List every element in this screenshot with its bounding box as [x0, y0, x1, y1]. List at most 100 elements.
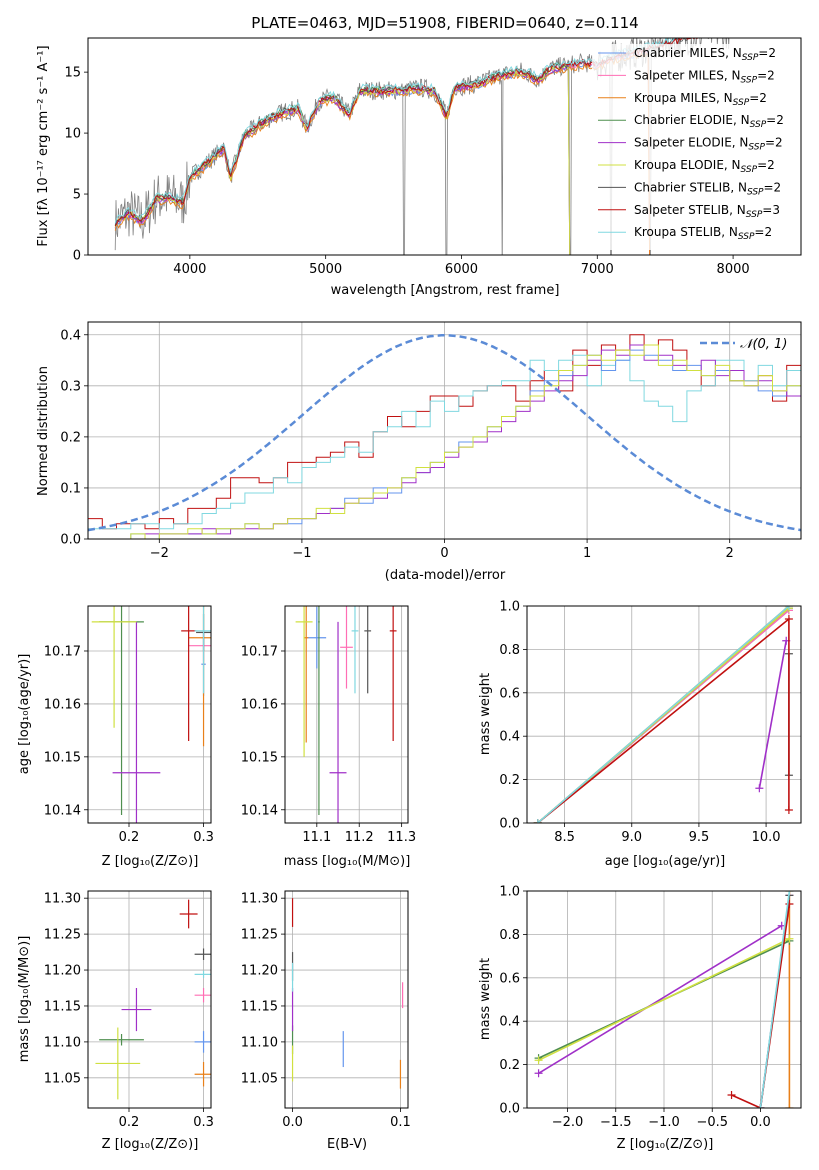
y-tick-label: 1.0: [499, 885, 520, 900]
p-agez-frame: [87, 605, 212, 824]
age-z-ylabel: age [log₁₀(age/yr)]: [17, 654, 32, 775]
x-tick-label: 5000: [309, 262, 342, 277]
y-tick-label: 10.17: [44, 644, 81, 659]
y-tick-label: 11.10: [44, 1035, 81, 1050]
x-tick-label: 8.5: [554, 830, 575, 845]
y-tick-label: 11.15: [44, 999, 81, 1014]
y-tick-label: 10.16: [241, 697, 278, 712]
p-res-grid: [88, 322, 801, 540]
legend-label-kroupa-elodie: Kroupa ELODIE, NSSP=2: [634, 158, 775, 175]
x-tick-label: −1.0: [648, 1115, 680, 1130]
mass-z-xlabel: Z [log₁₀(Z/Z⊙)]: [102, 1137, 199, 1152]
p-ebv-plot: [291, 898, 404, 1089]
y-tick-label: 0.3: [60, 379, 81, 394]
x-tick-label: 4000: [173, 262, 206, 277]
y-tick-label: 11.30: [241, 892, 278, 907]
mass-z-ylabel: mass [log₁₀(M/M⊙)]: [17, 936, 32, 1063]
weight-marker-kroupa-stelib: [533, 819, 542, 823]
age-mass-xlabel: mass [log₁₀(M/M⊙)]: [284, 854, 411, 869]
x-tick-label: 0.0: [750, 1115, 771, 1130]
y-tick-label: 0.4: [499, 730, 520, 745]
p-agez-plot: [91, 606, 211, 823]
hist-salpeter-elodie: [88, 344, 801, 539]
weight-marker-kroupa-miles: [785, 1104, 794, 1108]
y-tick-label: 11.20: [241, 964, 278, 979]
x-tick-label: 1: [583, 546, 591, 561]
weight-marker-salpeter-stelib: [727, 1090, 736, 1099]
x-tick-label: −0.5: [696, 1115, 728, 1130]
y-tick-label: 1.0: [499, 600, 520, 615]
legend-label-kroupa-stelib: Kroupa STELIB, NSSP=2: [634, 225, 772, 242]
y-tick-label: 0.6: [499, 686, 520, 701]
weight-marker-salpeter-stelib: [784, 615, 793, 624]
legend-label-salpeter-elodie: Salpeter ELODIE, NSSP=2: [634, 136, 783, 153]
legend-label-chabrier-elodie: Chabrier ELODIE, NSSP=2: [634, 113, 784, 130]
age-mass-panel: 11.1 11.2 11.3 10.14 10.15 10.16 10.17: [241, 605, 416, 845]
y-tick-label: 10.17: [241, 644, 278, 659]
y-tick-label: 0.0: [499, 817, 520, 832]
x-tick-label: 8000: [717, 262, 750, 277]
residual-ylabel: Normed distribution: [36, 366, 51, 496]
p-massz-plot: [95, 899, 211, 1100]
weight-marker-salpeter-stelib: [784, 805, 793, 814]
y-tick-label: 0.2: [499, 773, 520, 788]
y-tick-label: 0.1: [60, 481, 81, 496]
y-tick-label: 10.14: [241, 803, 278, 818]
p-massz-grid: [88, 891, 211, 1108]
legend-label-chabrier-miles: Chabrier MILES, NSSP=2: [634, 46, 776, 63]
y-tick-label: 5: [73, 188, 81, 203]
x-tick-label: 0.0: [282, 1115, 303, 1130]
x-tick-label: 0: [440, 546, 448, 561]
weight-marker-salpeter-elodie: [755, 784, 764, 793]
legend-label-salpeter-stelib: Salpeter STELIB, NSSP=3: [634, 203, 780, 220]
weight-marker-kroupa-stelib: [784, 606, 793, 610]
hist-kroupa-elodie: [88, 344, 801, 539]
x-tick-label: 0.3: [193, 830, 214, 845]
y-tick-label: 0.4: [60, 328, 81, 343]
weight-marker-salpeter-stelib: [785, 900, 794, 909]
y-tick-label: 0.0: [60, 533, 81, 548]
weight-line-salpeter-stelib: [731, 903, 791, 1108]
y-tick-label: 10.16: [44, 697, 81, 712]
weight-z-xlabel: Z [log₁₀(Z/Z⊙)]: [617, 1137, 714, 1152]
p-wz-frame: [526, 890, 802, 1109]
mass-ebv-xlabel: E(B-V): [327, 1137, 367, 1152]
p-ebv-grid: [285, 891, 408, 1108]
x-tick-label: −1.5: [600, 1115, 632, 1130]
spectrum-xlabel: wavelength [Angstrom, rest frame]: [331, 283, 560, 298]
weight-line-kroupa-stelib: [537, 606, 790, 823]
weight-marker-kroupa-elodie: [785, 934, 794, 943]
x-tick-label: 6000: [445, 262, 478, 277]
legend-background: [592, 44, 798, 250]
hist-chabrier-miles: [88, 349, 801, 539]
y-tick-label: 0.2: [60, 430, 81, 445]
mass-z-panel: 0.2 0.3 11.05 11.10 11.15 11.20 11.25 11.30: [44, 890, 214, 1130]
residual-xlabel: (data-model)/error: [385, 568, 506, 583]
y-tick-label: 0.6: [499, 971, 520, 986]
p-agem-plot: [295, 606, 397, 823]
y-tick-label: 0.8: [499, 643, 520, 658]
normal-legend-label: 𝒩(0, 1): [740, 337, 787, 352]
p-res-frame: [87, 321, 802, 540]
p-res-plot: [88, 334, 801, 539]
hist-kroupa-stelib: [88, 354, 801, 530]
x-tick-label: 11.1: [302, 830, 331, 845]
y-tick-label: 15: [64, 66, 81, 81]
y-tick-label: 0.4: [499, 1015, 520, 1030]
legend-label-salpeter-miles: Salpeter MILES, NSSP=2: [634, 68, 775, 85]
hist-salpeter-stelib: [88, 334, 801, 530]
p-massz-frame: [87, 890, 212, 1109]
y-tick-label: 11.30: [44, 892, 81, 907]
y-tick-label: 10.14: [44, 803, 81, 818]
spectrum-legend: Chabrier MILES, NSSP=2 Salpeter MILES, NS…: [592, 44, 798, 250]
spectrum-panel: 4000 5000 6000 7000 8000 0 5 10 15: [64, 37, 802, 277]
y-tick-label: 10.15: [241, 750, 278, 765]
residual-panel: −2 −1 0 1 2 0.0 0.1 0.2 0.3 0.4: [60, 321, 802, 561]
weight-z-ylabel: mass weight: [478, 958, 493, 1040]
x-tick-label: 9.0: [621, 830, 642, 845]
weight-age-panel: 8.5 9.0 9.5 10.0 0.0 0.2 0.4 0.6 0.8 1.0: [499, 600, 802, 845]
y-tick-label: 11.15: [241, 999, 278, 1014]
x-tick-label: −2: [150, 546, 169, 561]
x-tick-label: 9.5: [689, 830, 710, 845]
